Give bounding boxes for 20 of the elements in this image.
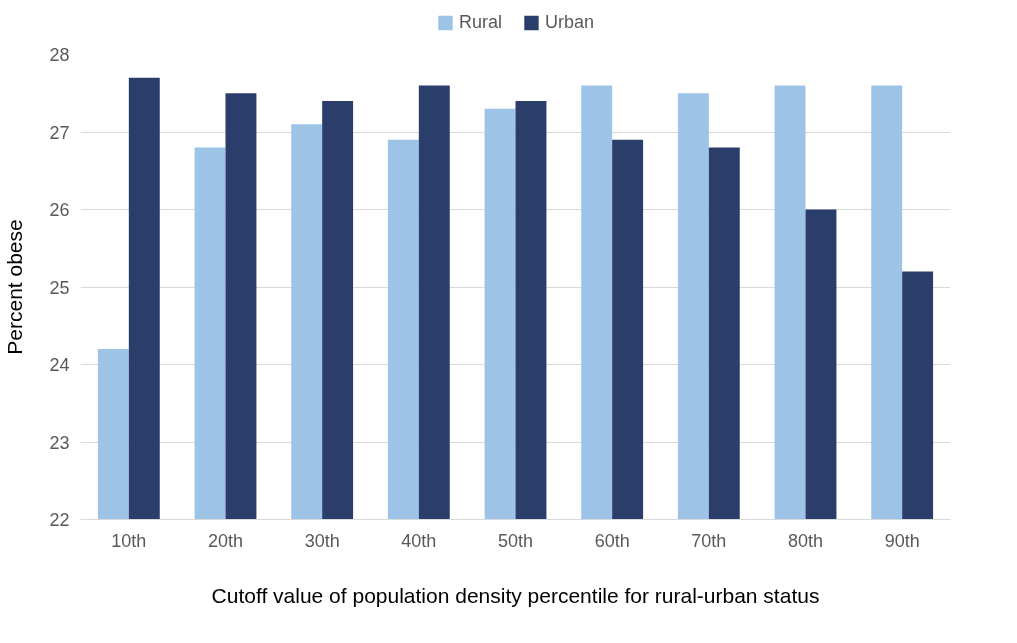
y-tick-label: 23: [49, 432, 70, 453]
x-axis-title: Cutoff value of population density percentile for rural-urban status: [211, 583, 820, 607]
y-tick-label: 27: [49, 122, 70, 143]
x-tick-label: 90th: [884, 530, 920, 551]
x-tick-label: 20th: [207, 530, 244, 551]
y-axis-title: Percent obese: [3, 219, 27, 355]
x-tick-label: 30th: [304, 530, 340, 551]
y-tick-label: 26: [49, 200, 70, 220]
y-tick-label: 24: [49, 355, 70, 375]
x-tick-label: 40th: [401, 530, 437, 551]
x-tick-label: 70th: [691, 530, 727, 551]
legend-label: Rural: [458, 11, 502, 33]
x-tick-label: 10th: [111, 530, 147, 551]
y-tick-label: 22: [49, 510, 70, 530]
y-tick-label: 25: [49, 277, 70, 298]
y-tick-label: 28: [49, 45, 70, 65]
x-tick-label: 80th: [787, 530, 824, 551]
x-tick-label: 60th: [594, 530, 630, 551]
x-tick-label: 50th: [497, 530, 534, 551]
legend-label: Urban: [544, 11, 595, 33]
